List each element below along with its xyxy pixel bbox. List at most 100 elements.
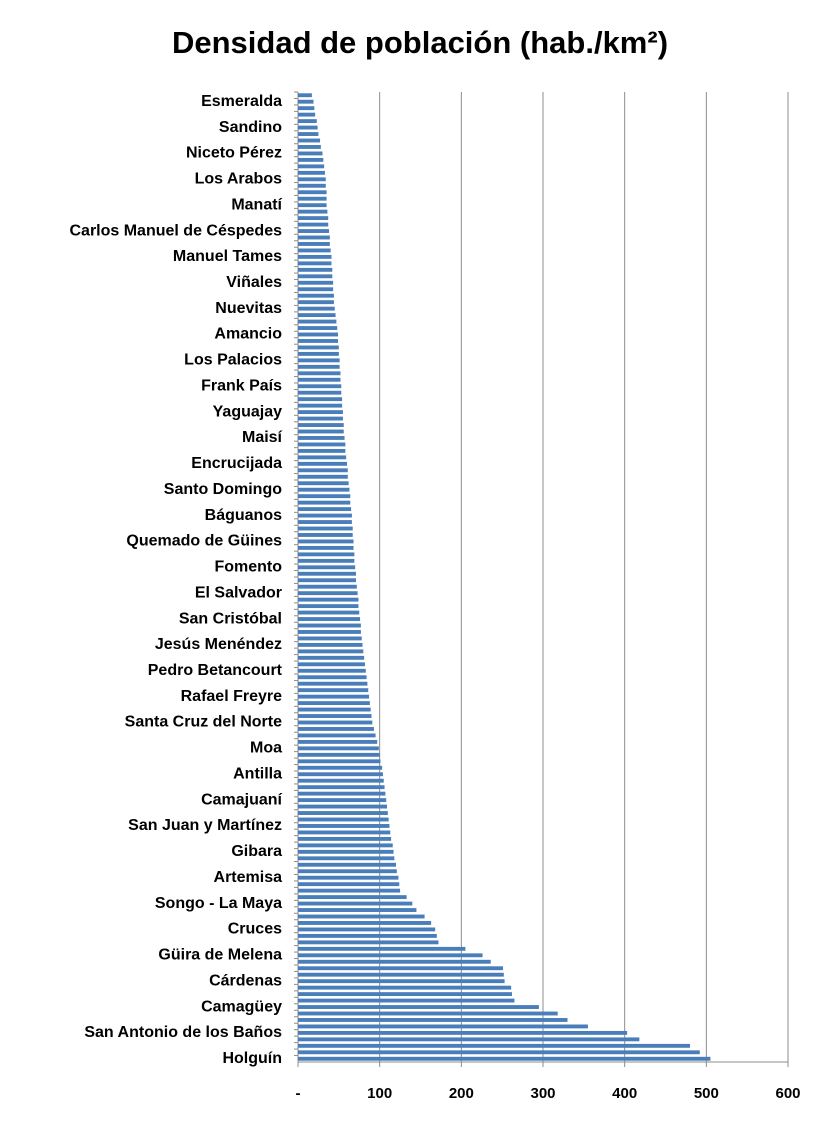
bar bbox=[298, 642, 363, 647]
bar bbox=[298, 209, 328, 214]
bar bbox=[298, 377, 341, 382]
bar bbox=[298, 138, 321, 143]
bar bbox=[298, 183, 326, 188]
bar bbox=[298, 177, 326, 182]
bar bbox=[298, 571, 356, 576]
bar bbox=[298, 688, 369, 693]
bar bbox=[298, 261, 332, 266]
bar bbox=[298, 500, 351, 505]
bar bbox=[298, 998, 515, 1003]
y-tick-label: Artemisa bbox=[214, 869, 283, 886]
bar bbox=[298, 487, 350, 492]
bar bbox=[298, 914, 425, 919]
bar bbox=[298, 765, 383, 770]
y-tick-label: Fomento bbox=[214, 559, 282, 576]
bar bbox=[298, 655, 365, 660]
bar bbox=[298, 332, 339, 337]
y-tick-label: Camagüey bbox=[201, 998, 282, 1015]
bar bbox=[298, 106, 315, 111]
bar bbox=[298, 145, 321, 149]
bar bbox=[298, 584, 357, 589]
bar bbox=[298, 933, 437, 938]
bar bbox=[298, 1011, 558, 1016]
bar bbox=[298, 959, 491, 964]
bar bbox=[298, 507, 352, 512]
y-tick-label: Jesús Menéndez bbox=[155, 636, 282, 653]
bar bbox=[298, 254, 332, 259]
bar bbox=[298, 151, 323, 156]
bar bbox=[298, 229, 330, 233]
y-tick-label: Los Arabos bbox=[195, 171, 283, 188]
bar bbox=[298, 1056, 711, 1061]
bar bbox=[298, 397, 343, 402]
bar bbox=[298, 830, 391, 835]
bar bbox=[298, 1018, 568, 1022]
y-tick-label: Yaguajay bbox=[213, 403, 282, 420]
bar bbox=[298, 1024, 588, 1029]
bar bbox=[298, 345, 339, 350]
bar bbox=[298, 772, 383, 777]
bar bbox=[298, 339, 339, 343]
bar bbox=[298, 93, 312, 98]
bar bbox=[298, 694, 370, 699]
bar bbox=[298, 403, 343, 408]
bar bbox=[298, 410, 343, 415]
bar bbox=[298, 526, 353, 531]
bar bbox=[298, 358, 340, 363]
bar bbox=[298, 112, 316, 117]
bar bbox=[298, 759, 381, 764]
bar bbox=[298, 267, 333, 272]
y-tick-label: Camajuaní bbox=[201, 791, 282, 808]
bar bbox=[298, 746, 379, 751]
bar bbox=[298, 888, 401, 893]
bar bbox=[298, 895, 407, 900]
y-tick-label: Viñales bbox=[226, 274, 282, 291]
y-tick-label: San Juan y Martínez bbox=[128, 817, 282, 834]
y-tick-label: Gibara bbox=[231, 843, 282, 860]
bar bbox=[298, 196, 327, 201]
y-tick-label: Holguín bbox=[222, 1050, 282, 1067]
y-tick-label: Santa Cruz del Norte bbox=[125, 714, 282, 731]
y-tick-label: Amancio bbox=[214, 326, 282, 343]
bar bbox=[298, 423, 344, 427]
bar bbox=[298, 164, 325, 169]
y-tick-label: Nuevitas bbox=[215, 300, 282, 317]
bar bbox=[298, 222, 329, 227]
bar bbox=[298, 882, 400, 887]
y-tick-label: Báguanos bbox=[205, 507, 282, 524]
x-tick-label: 200 bbox=[449, 1085, 474, 1102]
bar bbox=[298, 1005, 539, 1009]
bar bbox=[298, 481, 349, 486]
bar bbox=[298, 972, 504, 977]
y-tick-label: Songo - La Maya bbox=[155, 895, 282, 912]
bar bbox=[298, 649, 364, 654]
bar bbox=[298, 617, 361, 621]
bar bbox=[298, 875, 399, 880]
bar bbox=[298, 1043, 690, 1048]
bar bbox=[298, 727, 374, 731]
bar bbox=[298, 558, 355, 563]
bar bbox=[298, 681, 368, 686]
y-tick-label: Antilla bbox=[233, 765, 282, 782]
bar bbox=[298, 849, 394, 854]
x-tick-label: 600 bbox=[775, 1085, 800, 1102]
bar bbox=[298, 817, 389, 822]
bar bbox=[298, 248, 331, 253]
bar bbox=[298, 739, 378, 744]
bar bbox=[298, 668, 366, 673]
bar bbox=[298, 824, 390, 828]
bar bbox=[298, 940, 439, 945]
bar bbox=[298, 1050, 700, 1055]
x-tick-label: 300 bbox=[530, 1085, 555, 1102]
bar bbox=[298, 235, 330, 240]
bar bbox=[298, 545, 354, 550]
y-tick-label: Rafael Freyre bbox=[181, 688, 282, 705]
x-tick-label: 500 bbox=[694, 1085, 719, 1102]
y-tick-label: Manatí bbox=[231, 196, 282, 213]
y-tick-label: Encrucijada bbox=[191, 455, 282, 472]
bar bbox=[298, 513, 352, 518]
bar bbox=[298, 836, 392, 841]
y-tick-label: Los Palacios bbox=[184, 352, 282, 369]
bar bbox=[298, 733, 376, 738]
bar bbox=[298, 468, 348, 473]
